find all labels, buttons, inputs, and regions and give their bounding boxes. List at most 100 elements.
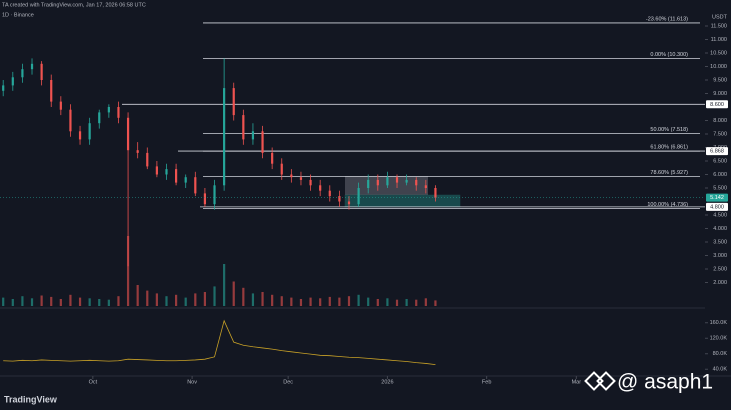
candle-body [424,185,427,188]
x-tick-label: 2026 [381,379,393,385]
volume-bar [347,296,351,306]
candle-body [223,88,226,186]
y-tick-label: 2.000 [713,280,727,286]
x-tick-label: Nov [187,379,197,385]
volume-bar [165,296,168,306]
y-tick-label: 3.500 [713,239,727,245]
volume-bar [184,297,187,306]
candle-body [146,152,149,167]
price-tag [706,100,728,109]
candle-body [136,150,139,153]
volume-bar [357,294,360,306]
candle-body [69,109,72,132]
volume-bar [386,298,389,306]
candle-body [203,193,207,205]
y-tick-label: 4.000 [713,226,727,232]
volume-bar [194,293,197,306]
y-tick-label: 4.500 [713,212,727,218]
last-price-tag [706,193,728,202]
price-tag-label: 6.868 [710,149,724,155]
volume-bar [261,292,264,306]
candle-body [395,177,399,183]
volume-bar [424,298,427,306]
watermark-logo [584,371,616,391]
volume-bar [30,298,34,306]
candle-body [78,131,82,140]
currency-label: USDT [712,14,728,20]
brand: TradingView [4,394,58,404]
volume-bar [395,299,399,306]
volume-bar [290,297,293,306]
candle-body [2,85,5,91]
x-tick-label: Oct [89,379,98,385]
x-tick-label: Mar [572,379,582,385]
range-box [344,194,461,208]
candle-body [299,177,303,180]
candle-body [261,131,264,153]
indicator-tick-label: 160.0K [710,320,728,326]
candle-body [194,177,197,194]
candle-body [367,179,370,188]
y-tick-label: 6.000 [713,172,727,178]
chart-subtitle: 1D · Binance [2,12,34,18]
fib-label: 78.60% (5.927) [650,170,688,176]
candle-body [242,115,245,140]
candle-body [232,88,235,116]
candle-body [59,101,62,110]
chart-title: TA created with TradingView.com, Jan 17,… [2,2,146,8]
candle-body [290,174,293,178]
candle-body [126,117,130,151]
candle-body [184,177,187,183]
candle-body [434,188,437,198]
volume-bar [146,290,149,306]
volume-bar [338,297,341,306]
candle-body [319,185,322,191]
volume-bar [434,300,437,306]
candle-body [155,166,158,175]
y-tick-label: 10.500 [710,50,727,56]
candle-body [30,63,34,70]
x-tick-label: Feb [482,379,491,385]
candle-body [165,169,168,175]
volume-bar [213,286,216,306]
price-tag-label: 8.600 [710,102,724,108]
volume-bar [271,294,274,306]
candle-body [88,123,91,140]
volume-bar [328,296,331,306]
volume-bar [59,299,62,306]
x-tick-label: Dec [283,379,293,385]
volume-bar [203,292,207,306]
candle-body [11,77,14,86]
last-price-label: 5.142 [710,195,724,201]
candle-body [415,179,418,186]
volume-bar [251,293,255,306]
y-tick-label: 11.000 [711,37,727,43]
volume-bar [155,293,158,306]
y-tick-label: 2.500 [713,266,727,272]
fib-label: 61.80% (6.861) [650,145,688,151]
candle-body [213,185,216,205]
candle-body [107,107,110,113]
candle-body [280,163,283,175]
candle-body [376,179,379,186]
volume-bar [415,299,418,306]
volume-bar [50,296,53,306]
y-tick-label: 9.000 [713,91,727,97]
y-tick-label: 10.000 [710,64,727,70]
volume-bar [299,299,303,306]
candle-body [271,152,274,164]
fib-label: 50.00% (7.518) [650,127,688,133]
volume-bar [98,299,101,306]
candle-body [251,131,255,140]
fib-label: 0.00% (10.300) [650,52,688,58]
volume-bar [136,285,139,306]
candle-body [405,179,408,183]
volume-bar [223,264,226,306]
candle-body [40,63,43,80]
candle-body [328,190,331,197]
price-tag-label: 4.800 [710,204,724,210]
volume-bar [405,299,408,306]
watermark: @ asaph1 [617,371,713,394]
